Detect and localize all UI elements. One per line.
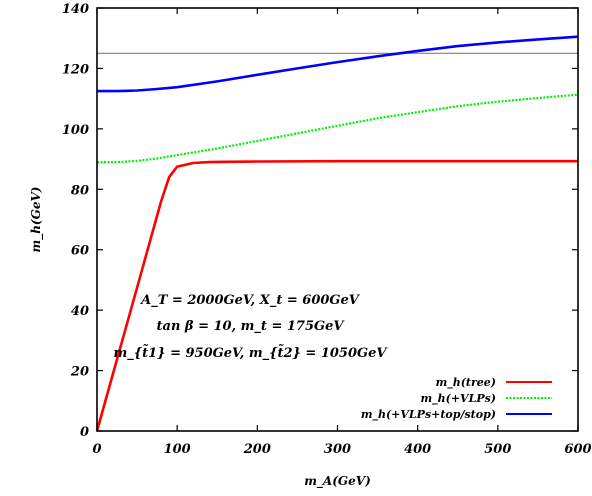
y-tick-label: 120	[62, 62, 89, 77]
y-axis-label: m_h(GeV)	[29, 187, 44, 253]
annotation-text: A_T = 2000GeV, X_t = 600GeV	[139, 293, 361, 308]
x-tick-label: 600	[564, 442, 591, 457]
legend-label: m_h(+VLPs+top/stop)	[361, 408, 496, 422]
annotation-text: m_{t̃1} = 950GeV, m_{t̃2} = 1050GeV	[114, 344, 389, 361]
plot-frame	[96, 7, 579, 432]
y-tick-label: 140	[62, 2, 89, 17]
y-tick-label: 0	[80, 425, 89, 440]
y-tick-label: 20	[70, 365, 89, 380]
x-tick-label: 200	[243, 442, 271, 457]
y-tick-label: 100	[62, 123, 89, 138]
series-line-3	[97, 35, 579, 93]
y-tick-label: 60	[71, 244, 89, 259]
legend-label: m_h(tree)	[436, 376, 496, 390]
x-tick-label: 100	[164, 442, 191, 457]
x-axis-label: m_A(GeV)	[304, 474, 371, 489]
x-tick-label: 300	[324, 442, 351, 457]
x-tick-label: 500	[484, 442, 511, 457]
series-line-2	[97, 93, 579, 164]
x-tick-label: 400	[404, 442, 431, 457]
annotation-text: tan β = 10, m_t = 175GeV	[157, 319, 346, 334]
series-line-1	[95, 159, 578, 432]
x-tick-label: 0	[92, 442, 101, 457]
y-tick-label: 40	[71, 304, 89, 319]
legend-label: m_h(+VLPs)	[421, 392, 497, 406]
y-tick-label: 80	[71, 183, 89, 198]
